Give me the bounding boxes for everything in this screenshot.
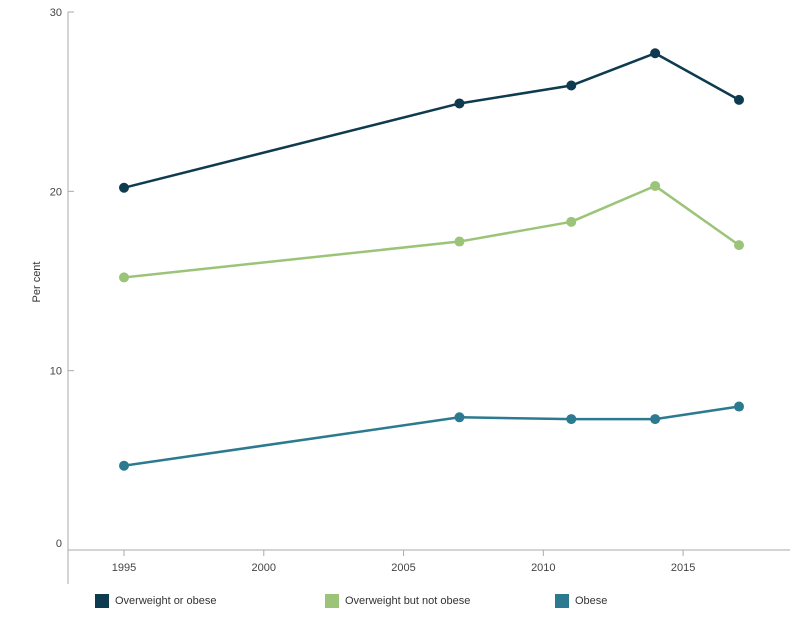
data-point[interactable] bbox=[454, 98, 465, 109]
x-tick-label: 2015 bbox=[671, 562, 695, 574]
series-line bbox=[123, 184, 740, 279]
x-tick-label: 2000 bbox=[252, 562, 276, 574]
series-line bbox=[123, 405, 740, 467]
data-point[interactable] bbox=[566, 80, 577, 91]
legend-swatch bbox=[325, 594, 339, 608]
series-line bbox=[123, 51, 740, 189]
data-point[interactable] bbox=[650, 48, 661, 59]
data-point[interactable] bbox=[119, 460, 129, 471]
legend-label: Overweight or obese bbox=[115, 595, 217, 607]
y-axis-title: Per cent bbox=[31, 262, 43, 303]
legend: Overweight or obese Overweight but not o… bbox=[0, 594, 793, 614]
y-ticks: 0 10 20 30 bbox=[50, 7, 74, 551]
series-overweight-but-not-obese bbox=[119, 180, 744, 283]
data-point[interactable] bbox=[734, 94, 744, 105]
line-chart: 0 10 20 30 1995 2000 2005 2010 2015 Per cent bbox=[31, 7, 790, 584]
x-tick-label: 2010 bbox=[531, 562, 555, 574]
legend-label: Obese bbox=[575, 595, 608, 607]
data-point[interactable] bbox=[454, 412, 465, 423]
legend-item-obese: Obese bbox=[555, 594, 607, 608]
axes bbox=[67, 12, 790, 584]
data-point[interactable] bbox=[454, 236, 465, 247]
legend-item-overweight-but-not-obese: Overweight but not obese bbox=[325, 594, 470, 608]
legend-swatch bbox=[555, 594, 569, 608]
data-point[interactable] bbox=[119, 272, 129, 283]
y-tick-label: 20 bbox=[50, 186, 62, 198]
y-tick-label: 30 bbox=[50, 7, 62, 19]
data-point[interactable] bbox=[734, 401, 744, 412]
x-tick-label: 1995 bbox=[112, 562, 136, 574]
series-overweight-or-obese bbox=[119, 48, 744, 193]
x-tick-label: 2005 bbox=[391, 562, 415, 574]
x-ticks: 1995 2000 2005 2010 2015 bbox=[112, 550, 695, 574]
series-layer bbox=[119, 48, 744, 471]
legend-swatch bbox=[95, 594, 109, 608]
legend-label: Overweight but not obese bbox=[345, 595, 471, 607]
legend-item-overweight-or-obese: Overweight or obese bbox=[95, 594, 217, 608]
data-point[interactable] bbox=[566, 216, 577, 227]
y-tick-label: 0 bbox=[56, 538, 62, 550]
data-point[interactable] bbox=[119, 182, 129, 193]
data-point[interactable] bbox=[650, 180, 661, 191]
data-point[interactable] bbox=[650, 414, 661, 425]
series-obese bbox=[119, 401, 744, 471]
y-tick-label: 10 bbox=[50, 366, 62, 378]
data-point[interactable] bbox=[566, 414, 577, 425]
data-point[interactable] bbox=[734, 240, 744, 251]
